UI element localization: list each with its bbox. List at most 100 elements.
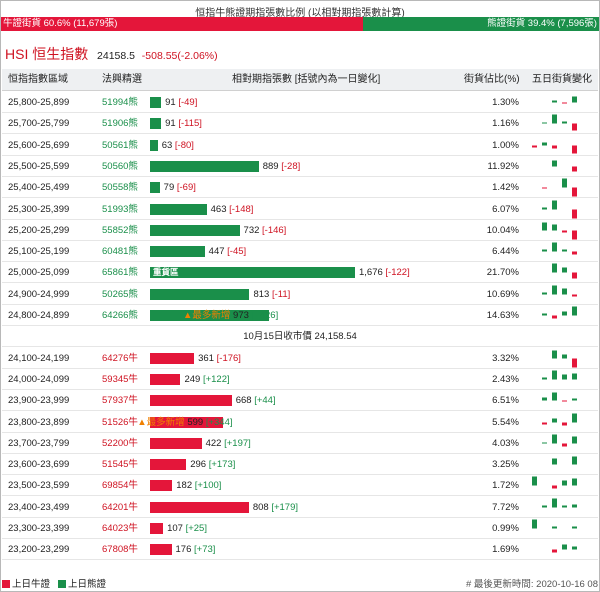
spark-bar bbox=[542, 187, 547, 189]
count-delta: [-11] bbox=[271, 288, 291, 300]
table-row: 24,000-24,099 59345牛 249 [+122] 2.43% bbox=[2, 369, 598, 390]
spark-bar bbox=[552, 434, 557, 444]
bull-bear-ratio-bar: 牛證街貨 60.6% (11,679張) 熊證街貨 39.4% (7,596張) bbox=[1, 17, 599, 31]
share-percent: 3.32% bbox=[492, 352, 519, 364]
count-bar bbox=[150, 246, 205, 258]
warrant-code-link[interactable]: 50558熊 bbox=[102, 182, 138, 194]
index-range: 25,200-25,299 bbox=[8, 224, 70, 236]
five-day-spark bbox=[542, 413, 577, 425]
spark-bar bbox=[562, 422, 567, 425]
five-day-spark bbox=[532, 519, 577, 529]
spark-bar bbox=[552, 224, 557, 231]
warrant-code-link[interactable]: 64276牛 bbox=[102, 352, 138, 364]
five-day-spark bbox=[532, 142, 577, 154]
count-label: 889 [-28] bbox=[263, 156, 301, 177]
header-spark: 五日街貨變化 bbox=[532, 74, 592, 85]
warrant-code-link[interactable]: 60481熊 bbox=[102, 246, 138, 258]
spark-bar bbox=[552, 526, 557, 529]
warrant-code-link[interactable]: 51993熊 bbox=[102, 203, 138, 215]
spark-bar bbox=[572, 96, 577, 103]
spark-bar bbox=[552, 498, 557, 508]
table-row: 25,300-25,399 51993熊 463 [-148] 6.07% bbox=[2, 199, 598, 220]
spark-bar bbox=[552, 350, 557, 359]
count-label: 79 [-69] bbox=[164, 177, 196, 198]
warrant-code-link[interactable]: 51994熊 bbox=[102, 97, 138, 108]
spark-bar bbox=[542, 377, 547, 380]
spark-bar bbox=[562, 544, 567, 550]
count-delta: [-80] bbox=[174, 139, 194, 151]
warrant-code-link[interactable]: 52200牛 bbox=[102, 437, 138, 449]
share-percent: 6.51% bbox=[492, 395, 519, 407]
spark-bar bbox=[552, 370, 557, 380]
warrant-code-link[interactable]: 55852熊 bbox=[102, 224, 138, 236]
bear-legend: 上日熊證 bbox=[58, 578, 106, 592]
spark-bar bbox=[552, 549, 557, 553]
warrant-code-link[interactable]: 57937牛 bbox=[102, 395, 138, 407]
spark-bar bbox=[562, 374, 567, 380]
spark-bar bbox=[562, 102, 567, 104]
warrant-code-link[interactable]: 51545牛 bbox=[102, 459, 138, 471]
table-row: 25,200-25,299 55852熊 732 [-146] 10.04% bbox=[2, 220, 598, 241]
share-percent: 10.69% bbox=[486, 288, 519, 300]
count-label: 463 [-148] bbox=[211, 199, 254, 220]
warrant-code-link[interactable]: 50560熊 bbox=[102, 160, 138, 172]
count-bar: 重貨區 bbox=[150, 267, 355, 279]
spark-bar bbox=[542, 422, 547, 424]
spark-bar bbox=[572, 456, 577, 465]
five-day-spark bbox=[542, 178, 577, 197]
share-percent: 1.42% bbox=[492, 182, 519, 194]
warrant-code-link[interactable]: 64023牛 bbox=[102, 523, 138, 534]
share-percent: 1.72% bbox=[492, 480, 519, 492]
count-label: 447 [-45] bbox=[209, 241, 247, 262]
warrant-code-link[interactable]: 50265熊 bbox=[102, 288, 138, 300]
most-added-label: ▲最多新增 bbox=[137, 416, 185, 428]
warrant-code-link[interactable]: 67808牛 bbox=[102, 544, 138, 556]
table-row: 25,600-25,699 50561熊 63 [-80] 1.00% bbox=[2, 135, 598, 156]
header-count: 相對期指張數 [括號內為一日變化] bbox=[232, 74, 381, 85]
five-day-spark bbox=[552, 160, 577, 172]
spark-bar bbox=[532, 519, 537, 529]
spark-bar bbox=[552, 242, 557, 252]
warrant-code-link[interactable]: 51906熊 bbox=[102, 118, 138, 130]
warrant-code-link[interactable]: 69854牛 bbox=[102, 480, 138, 492]
index-range: 23,700-23,799 bbox=[8, 437, 70, 449]
table-row: 25,100-25,199 60481熊 447 [-45] 6.44% bbox=[2, 241, 598, 263]
warrant-code-link[interactable]: 64266熊 bbox=[102, 310, 138, 321]
spark-bar bbox=[542, 249, 547, 252]
count-bar bbox=[150, 310, 269, 321]
five-day-spark bbox=[542, 114, 577, 131]
share-percent: 1.69% bbox=[492, 544, 519, 556]
warrant-code-link[interactable]: 65861熊 bbox=[102, 267, 138, 279]
table-row: 23,800-23,899 51526牛 ▲最多新增 599 [+344] 5.54% bbox=[2, 412, 598, 433]
spark-bar bbox=[532, 476, 537, 486]
header-code: 法興精選 bbox=[102, 74, 142, 85]
warrant-code-link[interactable]: 51526牛 bbox=[102, 416, 138, 428]
index-range: 23,200-23,299 bbox=[8, 544, 70, 556]
warrant-code-link[interactable]: 50561熊 bbox=[102, 139, 138, 151]
index-range: 24,900-24,999 bbox=[8, 288, 70, 300]
spark-bar bbox=[562, 311, 567, 316]
count-label: 91 [-49] bbox=[165, 92, 197, 113]
count-delta: [-45] bbox=[227, 246, 247, 258]
five-day-spark bbox=[542, 370, 577, 380]
spark-bar bbox=[562, 249, 567, 252]
warrant-code-link[interactable]: 59345牛 bbox=[102, 373, 138, 385]
close-price-separator: 10月15日收市價 24,158.54 bbox=[2, 326, 598, 348]
spark-bar bbox=[542, 505, 547, 508]
share-percent: 10.04% bbox=[486, 224, 519, 236]
spark-bar bbox=[562, 480, 567, 486]
index-range: 23,600-23,699 bbox=[8, 459, 70, 471]
spark-bar bbox=[572, 436, 577, 444]
share-percent: 6.07% bbox=[492, 203, 519, 215]
warrant-code-link[interactable]: 64201牛 bbox=[102, 501, 138, 513]
index-range: 23,800-23,899 bbox=[8, 416, 70, 428]
count-bar bbox=[150, 437, 202, 449]
spark-bar bbox=[542, 397, 547, 401]
count-value: 1,676 bbox=[359, 267, 383, 279]
count-label: 182 [+100] bbox=[176, 475, 221, 496]
count-bar bbox=[150, 544, 172, 556]
count-label: 732 [-146] bbox=[244, 220, 287, 241]
five-day-spark bbox=[542, 498, 577, 508]
share-percent: 21.70% bbox=[486, 267, 519, 279]
spark-bar bbox=[572, 294, 577, 297]
